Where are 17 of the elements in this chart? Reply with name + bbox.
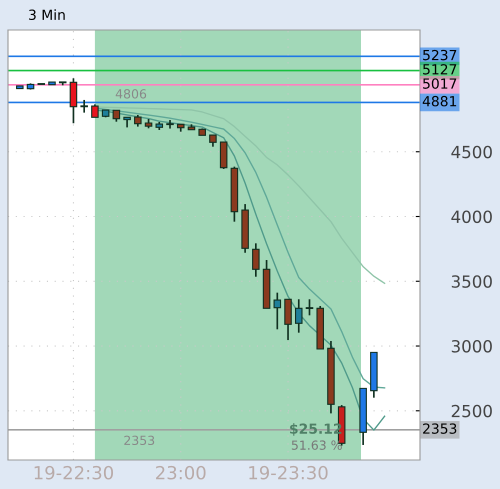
x-tick-label: 19-23:30 — [249, 466, 328, 480]
annotation: 4806 — [116, 89, 146, 99]
y-tick-label: 2500 — [452, 404, 492, 418]
annotation: 51.63 % — [292, 440, 342, 450]
ref-line-label: 2353 — [423, 423, 456, 434]
ref-line-label: 5237 — [423, 50, 456, 60]
ref-line-label: 4881 — [422, 96, 456, 106]
chart-title: 3 Min — [29, 9, 65, 20]
x-tick-label: 19-22:30 — [34, 466, 114, 480]
ref-line-label: 5017 — [423, 78, 456, 89]
y-tick-label: 3500 — [452, 275, 492, 288]
ref-line-label: 5127 — [423, 64, 456, 75]
y-tick-label: 4500 — [451, 146, 492, 158]
x-tick-label: 23:00 — [156, 466, 206, 480]
y-tick-label: 4000 — [451, 210, 492, 224]
annotation: 2353 — [124, 436, 154, 446]
y-tick-label: 3000 — [452, 340, 492, 353]
